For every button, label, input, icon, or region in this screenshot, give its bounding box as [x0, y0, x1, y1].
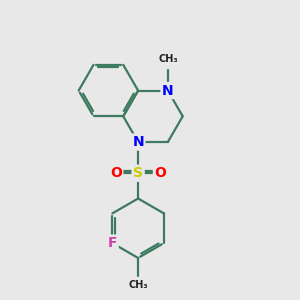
- Text: F: F: [108, 236, 117, 250]
- Text: CH₃: CH₃: [158, 54, 178, 64]
- Text: O: O: [110, 166, 122, 180]
- Text: S: S: [133, 166, 143, 180]
- Text: O: O: [154, 166, 166, 180]
- Text: CH₃: CH₃: [128, 280, 148, 290]
- Text: N: N: [162, 84, 174, 98]
- Text: N: N: [132, 135, 144, 149]
